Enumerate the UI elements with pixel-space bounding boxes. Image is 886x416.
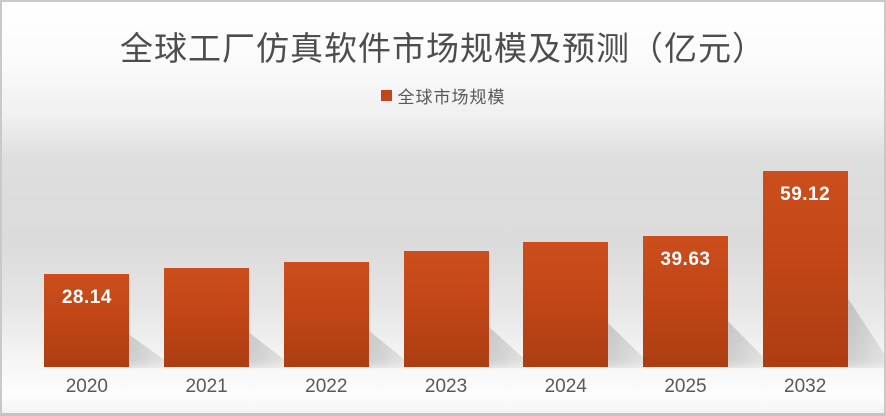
bar-2025: 39.63	[642, 236, 728, 367]
legend-swatch-icon	[380, 90, 392, 101]
bar-2020: 28.14	[44, 274, 130, 367]
bar-2032: 59.12	[762, 171, 848, 367]
plot-area: 28.14 2020 2021 2022 2023 2024 39.63 2025 59.12 2…	[27, 112, 865, 413]
bar-2021	[164, 268, 250, 367]
x-axis-label: 2024	[544, 376, 587, 397]
legend: 全球市场规模	[2, 83, 884, 108]
x-axis-label: 2023	[424, 376, 468, 397]
bar-column: 2024	[506, 242, 626, 413]
bar-value-label: 28.14	[61, 287, 112, 308]
x-axis-label: 2032	[784, 376, 827, 397]
bar-column: 28.14 2020	[27, 274, 147, 413]
legend-label: 全球市场规模	[397, 88, 506, 108]
bar-2024	[523, 242, 609, 367]
x-axis-label: 2021	[185, 376, 228, 397]
bar-value-label: 39.63	[660, 249, 711, 270]
x-axis-label: 2022	[305, 376, 348, 397]
x-axis-label: 2025	[664, 376, 707, 397]
bar-2022	[283, 262, 369, 367]
bar-column: 2022	[266, 262, 386, 413]
bar-column: 59.12 2032	[745, 171, 865, 413]
bar-column: 2023	[386, 251, 506, 413]
x-axis-label: 2020	[65, 376, 108, 397]
chart-title: 全球工厂仿真软件市场规模及预测（亿元）	[120, 29, 766, 68]
bar-column: 39.63 2025	[626, 236, 746, 413]
bar-2023	[403, 251, 489, 367]
bar-value-label: 59.12	[780, 184, 831, 205]
bar-column: 2021	[147, 268, 267, 413]
